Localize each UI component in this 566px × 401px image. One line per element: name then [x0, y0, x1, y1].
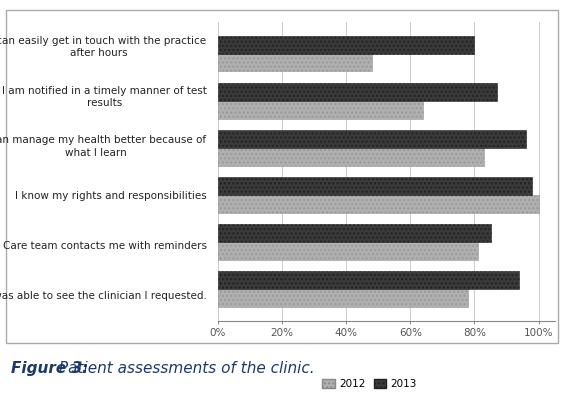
- Bar: [218, 148, 484, 166]
- Text: Patient assessments of the clinic.: Patient assessments of the clinic.: [54, 361, 314, 376]
- Text: Figure 3:: Figure 3:: [11, 361, 88, 376]
- Bar: [218, 195, 539, 213]
- Text: I can manage my health better because of
what I learn: I can manage my health better because of…: [0, 135, 207, 158]
- Bar: [218, 54, 372, 71]
- Text: I can easily get in touch with the practice
after hours: I can easily get in touch with the pract…: [0, 36, 207, 58]
- Text: I was able to see the clinician I requested.: I was able to see the clinician I reques…: [0, 291, 207, 301]
- Text: I know my rights and responsibilities: I know my rights and responsibilities: [15, 191, 207, 201]
- Text: I am notified in a timely manner of test
results: I am notified in a timely manner of test…: [2, 85, 207, 108]
- Text: Care team contacts me with reminders: Care team contacts me with reminders: [3, 241, 207, 251]
- Legend: 2012, 2013: 2012, 2013: [318, 375, 421, 393]
- Bar: [218, 101, 423, 119]
- Bar: [218, 289, 468, 307]
- Bar: [218, 36, 474, 54]
- Bar: [218, 271, 520, 289]
- Bar: [218, 224, 491, 242]
- Bar: [218, 83, 497, 101]
- Bar: [218, 177, 532, 195]
- Bar: [218, 130, 526, 148]
- Bar: [218, 242, 478, 260]
